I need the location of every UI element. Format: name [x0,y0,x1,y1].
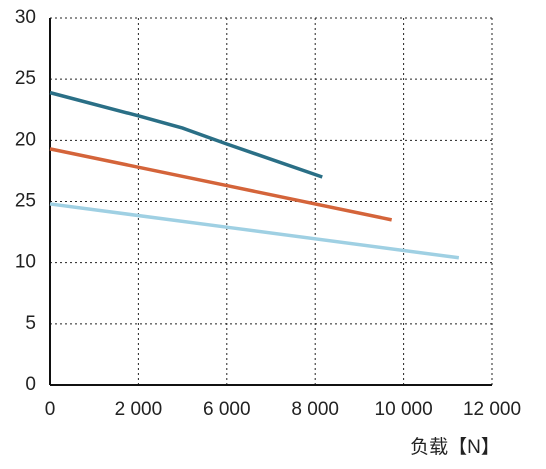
x-tick-label: 10 000 [375,399,433,420]
y-tick-label: 20 [15,129,36,150]
y-tick-label: 25 [15,191,36,212]
line [49,147,393,222]
x-tick-label: 12 000 [463,399,521,420]
line [49,202,460,260]
x-axis-label: 负载【N】 [410,436,500,458]
x-tick-label: 8 000 [291,399,339,420]
y-tick-label: 5 [25,313,36,334]
y-tick-label: 0 [25,374,36,395]
line [49,90,323,179]
x-tick-label: 0 [45,399,56,420]
x-tick-label: 6 000 [203,399,251,420]
y-tick-label: 30 [15,7,36,28]
x-tick-label: 2 000 [115,399,163,420]
y-tick-label: 25 [15,68,36,89]
y-tick-label: 10 [15,252,36,273]
